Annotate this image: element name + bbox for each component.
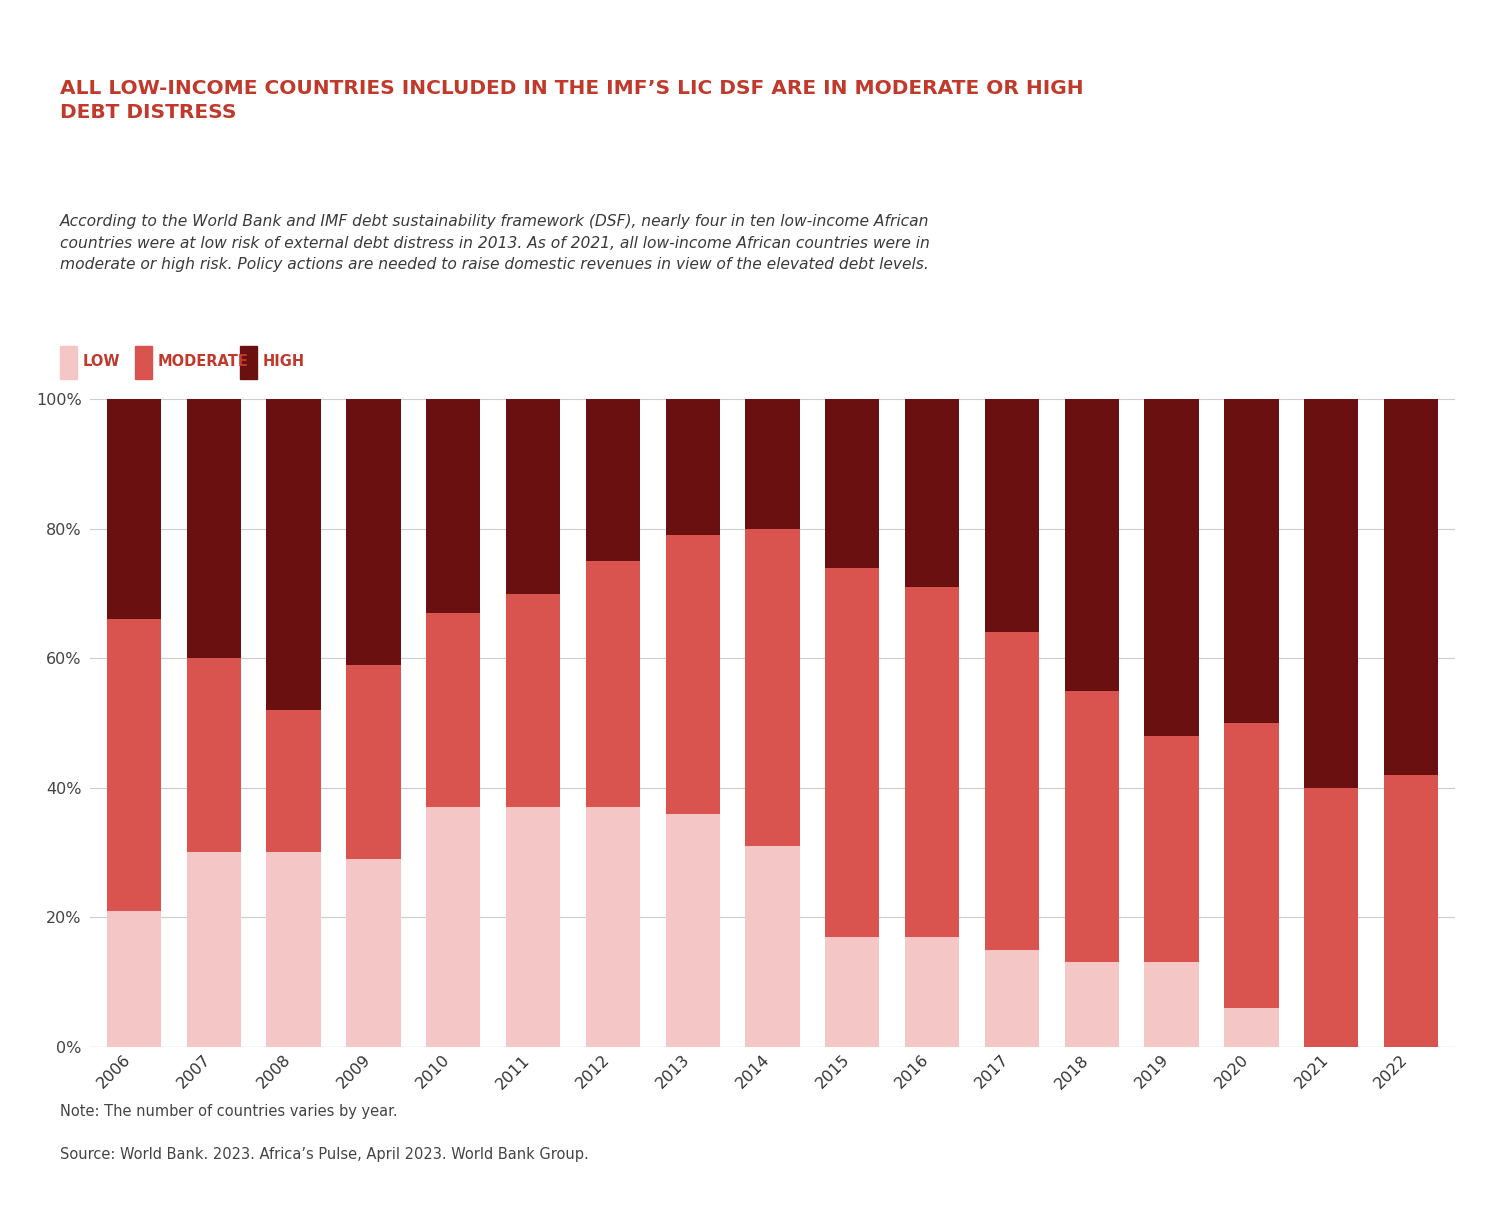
Bar — [426, 807, 480, 1047]
Bar — [506, 594, 560, 807]
Bar — [585, 399, 640, 561]
Bar — [904, 937, 960, 1047]
Bar — [1304, 399, 1359, 788]
Bar — [585, 807, 640, 1047]
Bar — [1384, 774, 1438, 1047]
Bar — [186, 399, 242, 658]
Text: HIGH: HIGH — [262, 353, 305, 369]
Text: MODERATE: MODERATE — [158, 353, 249, 369]
Bar — [666, 535, 720, 813]
Bar — [666, 399, 720, 535]
Bar — [746, 399, 800, 529]
Bar — [904, 399, 960, 587]
Bar — [1144, 962, 1198, 1047]
Bar — [426, 613, 480, 807]
Bar — [240, 346, 256, 379]
Bar — [1224, 399, 1278, 722]
Bar — [267, 710, 321, 852]
Bar — [986, 633, 1039, 950]
Text: ALL LOW-INCOME COUNTRIES INCLUDED IN THE IMF’S LIC DSF ARE IN MODERATE OR HIGH
D: ALL LOW-INCOME COUNTRIES INCLUDED IN THE… — [60, 79, 1083, 122]
Bar — [585, 561, 640, 807]
Bar — [1224, 1008, 1278, 1047]
Bar — [1065, 962, 1119, 1047]
Bar — [746, 846, 800, 1047]
Bar — [825, 399, 879, 567]
Bar — [186, 852, 242, 1047]
Bar — [506, 399, 560, 593]
Bar — [986, 950, 1039, 1047]
Bar — [426, 399, 480, 613]
Bar — [106, 399, 160, 620]
Text: LOW: LOW — [82, 353, 120, 369]
Bar — [666, 813, 720, 1047]
Bar — [1224, 722, 1278, 1008]
Bar — [267, 399, 321, 710]
Bar — [346, 399, 400, 664]
Text: Source: World Bank. 2023. Africa’s Pulse, April 2023. World Bank Group.: Source: World Bank. 2023. Africa’s Pulse… — [60, 1147, 588, 1162]
Bar — [746, 529, 800, 846]
Bar — [825, 937, 879, 1047]
Bar — [186, 658, 242, 852]
Bar — [267, 852, 321, 1047]
Bar — [825, 567, 879, 937]
Bar — [60, 346, 76, 379]
Bar — [1384, 399, 1438, 774]
Bar — [1065, 399, 1119, 691]
Text: Note: The number of countries varies by year.: Note: The number of countries varies by … — [60, 1104, 398, 1119]
Bar — [346, 859, 400, 1047]
Bar — [506, 807, 560, 1047]
Bar — [106, 911, 160, 1047]
Text: According to the World Bank and IMF debt sustainability framework (DSF), nearly : According to the World Bank and IMF debt… — [60, 214, 930, 272]
Bar — [1304, 788, 1359, 1047]
Bar — [346, 664, 400, 859]
Bar — [1144, 736, 1198, 962]
Bar — [135, 346, 152, 379]
Bar — [106, 620, 160, 911]
Bar — [1065, 691, 1119, 962]
Bar — [904, 587, 960, 937]
Text: FIGURE 3: FIGURE 3 — [42, 27, 165, 51]
Bar — [1144, 399, 1198, 736]
Bar — [986, 399, 1039, 633]
